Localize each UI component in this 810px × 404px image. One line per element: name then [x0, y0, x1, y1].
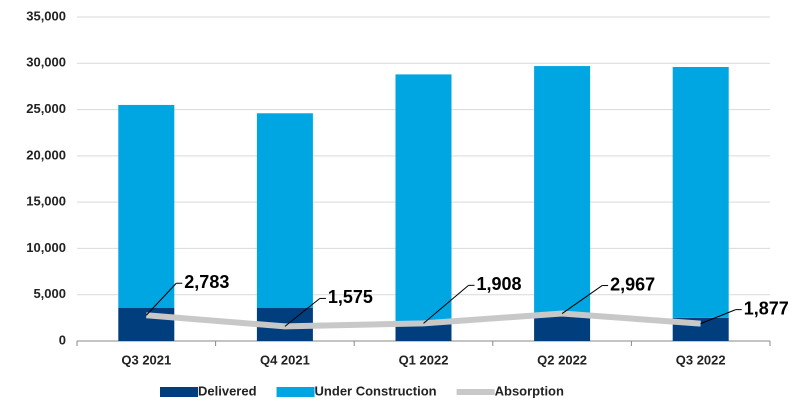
- leader-line: [561, 285, 603, 314]
- x-tick-label: Q3 2022: [676, 352, 726, 367]
- leader-line: [145, 282, 177, 316]
- bar: [256, 113, 313, 308]
- legend-label: Absorption: [495, 383, 564, 398]
- y-tick-label: 15,000: [26, 194, 66, 209]
- x-tick-label: Q3 2021: [121, 352, 171, 367]
- bar: [672, 66, 729, 318]
- y-tick-label: 5,000: [33, 286, 66, 301]
- legend-swatch: [160, 387, 198, 397]
- x-tick-label: Q4 2021: [260, 352, 310, 367]
- y-tick-label: 30,000: [26, 55, 66, 70]
- legend-swatch: [276, 387, 315, 397]
- leader-line: [423, 284, 469, 324]
- bar: [395, 74, 452, 323]
- bar: [118, 104, 175, 308]
- value-label: 1,877: [744, 298, 789, 318]
- value-label: 1,908: [477, 274, 522, 294]
- bar: [395, 322, 452, 341]
- legend-label: Under Construction: [315, 383, 437, 398]
- y-tick-label: 25,000: [26, 101, 66, 116]
- y-tick-label: 20,000: [26, 147, 66, 162]
- bar: [118, 307, 175, 341]
- y-tick-label: 35,000: [26, 8, 66, 23]
- leader-line: [284, 298, 321, 327]
- x-tick-label: Q2 2022: [537, 352, 587, 367]
- y-tick-label: 10,000: [26, 240, 66, 255]
- bar: [534, 316, 591, 341]
- bar: [534, 66, 591, 317]
- value-label: 2,967: [610, 274, 655, 294]
- leader-line: [700, 309, 736, 325]
- value-label: 2,783: [184, 272, 229, 292]
- value-label: 1,575: [328, 287, 373, 307]
- legend-label: Delivered: [198, 383, 257, 398]
- x-tick-label: Q1 2022: [399, 352, 449, 367]
- y-tick-label: 0: [59, 332, 66, 347]
